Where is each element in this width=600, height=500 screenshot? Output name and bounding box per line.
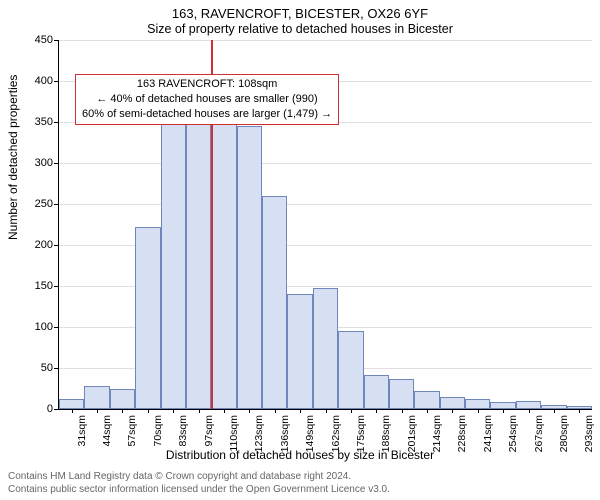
histogram-bar xyxy=(313,288,338,409)
histogram-bar xyxy=(186,107,211,409)
x-tick-label: 136sqm xyxy=(279,415,291,452)
x-tick-label: 162sqm xyxy=(330,415,342,452)
x-tick-label: 70sqm xyxy=(152,415,164,447)
histogram-bar xyxy=(389,379,414,409)
x-tick-mark xyxy=(275,409,276,413)
histogram-bar xyxy=(110,389,135,410)
x-tick-label: 280sqm xyxy=(558,415,570,452)
page-subtitle: Size of property relative to detached ho… xyxy=(0,22,600,36)
histogram-bar xyxy=(364,375,389,409)
annotation-line-2: ← 40% of detached houses are smaller (99… xyxy=(82,92,332,107)
annotation-line-1: 163 RAVENCROFT: 108sqm xyxy=(82,77,332,92)
x-tick-mark xyxy=(478,409,479,413)
y-tick-label: 200 xyxy=(35,239,53,251)
x-tick-label: 44sqm xyxy=(101,415,113,447)
y-tick-label: 350 xyxy=(35,116,53,128)
x-tick-label: 123sqm xyxy=(253,415,265,452)
y-axis-label: Number of detached properties xyxy=(6,75,20,240)
x-tick-label: 267sqm xyxy=(533,415,545,452)
gridline xyxy=(59,163,592,164)
y-tick-label: 300 xyxy=(35,157,53,169)
x-tick-label: 57sqm xyxy=(126,415,138,447)
x-tick-mark xyxy=(554,409,555,413)
x-tick-mark xyxy=(376,409,377,413)
x-tick-label: 31sqm xyxy=(76,415,88,447)
footer-line-2: Contains public sector information licen… xyxy=(8,484,390,497)
annotation-line-3: 60% of semi-detached houses are larger (… xyxy=(82,107,332,122)
x-tick-mark xyxy=(579,409,580,413)
histogram-bar xyxy=(338,331,363,409)
footer-line-1: Contains HM Land Registry data © Crown c… xyxy=(8,471,390,484)
x-tick-mark xyxy=(199,409,200,413)
x-tick-label: 254sqm xyxy=(507,415,519,452)
histogram-bar xyxy=(161,112,186,409)
page-title: 163, RAVENCROFT, BICESTER, OX26 6YF xyxy=(0,6,600,21)
x-tick-label: 188sqm xyxy=(380,415,392,452)
y-tick-label: 50 xyxy=(41,362,53,374)
x-tick-mark xyxy=(452,409,453,413)
gridline xyxy=(59,204,592,205)
x-tick-mark xyxy=(249,409,250,413)
x-tick-mark xyxy=(148,409,149,413)
histogram-bar xyxy=(440,397,465,409)
histogram-bar xyxy=(84,386,109,409)
x-tick-mark xyxy=(402,409,403,413)
histogram-bar xyxy=(465,399,490,409)
x-tick-mark xyxy=(224,409,225,413)
histogram-bar xyxy=(211,115,236,409)
x-tick-mark xyxy=(173,409,174,413)
x-tick-label: 228sqm xyxy=(456,415,468,452)
histogram-bar xyxy=(414,391,439,409)
y-tick-label: 0 xyxy=(47,403,53,415)
x-tick-mark xyxy=(351,409,352,413)
footer-text: Contains HM Land Registry data © Crown c… xyxy=(8,471,390,496)
y-tick-label: 150 xyxy=(35,280,53,292)
x-tick-mark xyxy=(72,409,73,413)
y-tick-label: 400 xyxy=(35,75,53,87)
plot-area: 05010015020025030035040045031sqm44sqm57s… xyxy=(58,40,592,410)
gridline xyxy=(59,40,592,41)
histogram-bar xyxy=(59,399,84,409)
histogram-bar xyxy=(287,294,312,409)
chart-container: 163, RAVENCROFT, BICESTER, OX26 6YF Size… xyxy=(0,0,600,500)
x-tick-label: 149sqm xyxy=(304,415,316,452)
x-tick-label: 175sqm xyxy=(355,415,367,452)
x-tick-label: 241sqm xyxy=(482,415,494,452)
y-tick-label: 450 xyxy=(35,34,53,46)
x-tick-mark xyxy=(300,409,301,413)
histogram-bar xyxy=(262,196,287,409)
y-tick-label: 100 xyxy=(35,321,53,333)
x-tick-label: 201sqm xyxy=(406,415,418,452)
x-tick-label: 293sqm xyxy=(583,415,595,452)
annotation-box: 163 RAVENCROFT: 108sqm ← 40% of detached… xyxy=(75,74,339,125)
histogram-bar xyxy=(135,227,160,409)
x-axis-label: Distribution of detached houses by size … xyxy=(0,448,600,462)
histogram-bar xyxy=(237,126,262,409)
x-tick-label: 97sqm xyxy=(203,415,215,447)
y-tick-label: 250 xyxy=(35,198,53,210)
x-tick-label: 214sqm xyxy=(431,415,443,452)
x-tick-mark xyxy=(503,409,504,413)
x-tick-label: 83sqm xyxy=(177,415,189,447)
histogram-bar xyxy=(516,401,541,409)
x-tick-mark xyxy=(427,409,428,413)
x-tick-mark xyxy=(326,409,327,413)
x-tick-label: 110sqm xyxy=(228,415,240,452)
x-tick-mark xyxy=(97,409,98,413)
x-tick-mark xyxy=(122,409,123,413)
x-tick-mark xyxy=(529,409,530,413)
